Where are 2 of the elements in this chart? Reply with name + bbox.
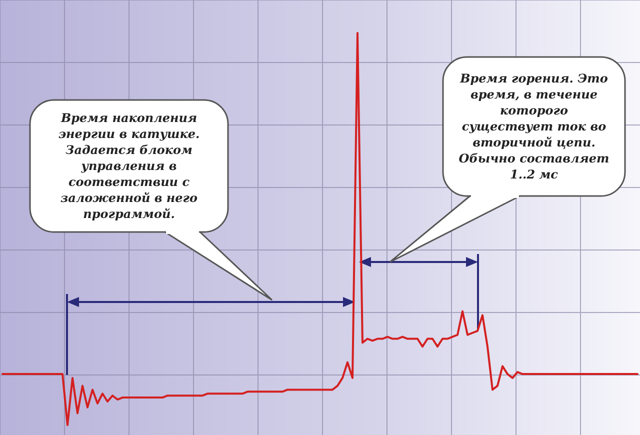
annotation: Время накопления энергии в катушке. Задается блоком управления в соответствии с заложенной в него программой. xyxy=(58,111,200,221)
annotation: Время горения. Это время, в течение которого существует ток во вторичной цепи. Обычно составляет 1..2 мс xyxy=(458,72,610,182)
